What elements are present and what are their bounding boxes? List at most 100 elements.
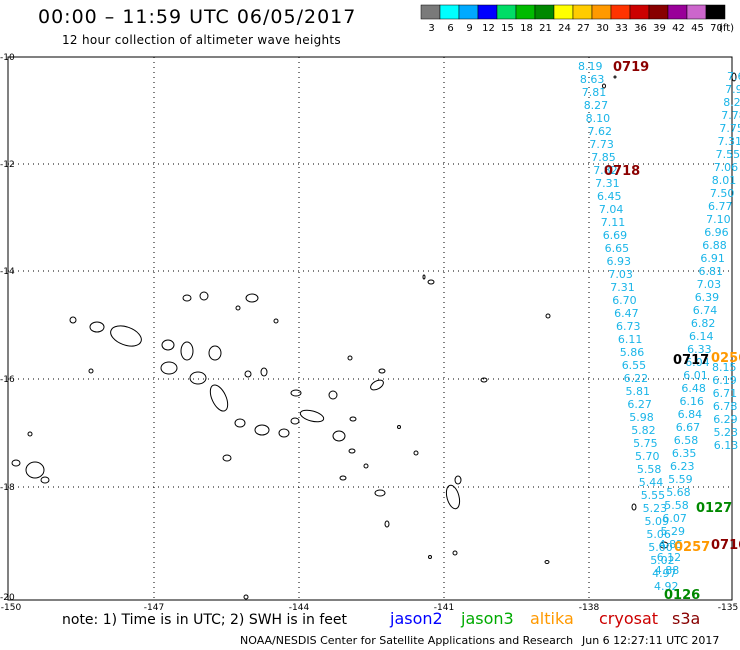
pass-time-label: 0256	[711, 351, 740, 366]
swh-value-label: 4.85	[659, 538, 684, 551]
swh-value-label: 6.27	[627, 398, 652, 411]
legend-bin-label: 36	[634, 23, 647, 34]
swh-value-label: 5.55	[641, 489, 666, 502]
island-outline	[254, 424, 270, 436]
legend-bin-label: 6	[447, 23, 453, 34]
swh-value-label: 6.29	[713, 413, 738, 426]
map-subtitle: 12 hour collection of altimeter wave hei…	[62, 33, 341, 47]
pass-time-label: 0718	[604, 164, 640, 179]
island-outline	[40, 476, 50, 484]
swh-value-label: 6.73	[616, 320, 641, 333]
island-outline	[347, 355, 353, 361]
swh-value-label: 5.00	[648, 541, 673, 554]
island-outlines	[11, 72, 737, 600]
swh-value-label: 5.29	[661, 525, 686, 538]
legend-bin-label: 42	[672, 23, 685, 34]
swh-value-label: 5.81	[626, 385, 651, 398]
island-outline	[244, 370, 252, 378]
island-outline	[454, 475, 462, 485]
island-outline	[422, 274, 426, 280]
swh-value-label: 5.70	[635, 450, 660, 463]
pass-time-label: 0126	[664, 588, 700, 603]
swh-value-label: 5.23	[714, 426, 739, 439]
island-outline	[182, 294, 192, 302]
swh-value-label: 8.20	[723, 96, 740, 109]
swh-value-label: 8.63	[580, 73, 605, 86]
swh-value-label: 6.39	[695, 291, 720, 304]
island-outline	[243, 594, 249, 600]
legend-bin-label: 45	[691, 23, 704, 34]
legend-swatch	[705, 4, 726, 20]
island-outline	[348, 448, 356, 454]
swh-value-label: 7.78	[721, 109, 740, 122]
legend-bin-label: 33	[615, 23, 628, 34]
swh-value-label: 5.58	[637, 463, 662, 476]
swh-value-label: 7.04	[599, 203, 624, 216]
swh-value-label: 8.27	[584, 99, 609, 112]
swh-value-label: 6.58	[674, 434, 699, 447]
island-outline	[234, 418, 246, 428]
lat-label: -14	[0, 267, 15, 277]
swh-value-label: 6.19	[712, 374, 737, 387]
island-outline	[27, 431, 33, 437]
swh-value-label: 7.6	[727, 70, 740, 83]
island-outline	[235, 305, 241, 311]
swh-value-label: 7.73	[589, 138, 614, 151]
island-outline	[378, 368, 386, 374]
legend-bin-label: 24	[558, 23, 571, 34]
lat-label: -10	[0, 53, 15, 63]
island-outline	[545, 313, 551, 319]
swh-value-label: 6.14	[689, 330, 714, 343]
swh-value-label: 6.65	[605, 242, 630, 255]
island-outline	[631, 503, 637, 511]
legend-swatch	[515, 4, 536, 20]
swh-value-label: 5.58	[664, 499, 689, 512]
swh-value-label: 6.07	[662, 512, 687, 525]
swh-value-label: 5.82	[631, 424, 656, 437]
swh-value-label: 6.47	[614, 307, 639, 320]
island-outline	[260, 367, 268, 377]
swh-value-label: 6.67	[676, 421, 701, 434]
longitude-labels: -150 -147 -144 -141 -138 -135	[1, 603, 738, 613]
swh-value-label: 6.22	[624, 372, 649, 385]
island-outline	[370, 379, 384, 391]
map-title: 00:00 – 11:59 UTC 06/05/2017	[38, 6, 357, 28]
swh-value-label: 5.06	[646, 528, 671, 541]
swh-value-label: 7.31	[610, 281, 635, 294]
swh-value-label: 5.86	[620, 346, 645, 359]
swh-value-label: 6.77	[708, 200, 733, 213]
swh-value-label: 7.10	[706, 213, 731, 226]
swh-value-label: 8.15	[712, 361, 737, 374]
swh-value-label: 6.33	[687, 343, 712, 356]
swh-value-label: 6.13	[714, 439, 739, 452]
swh-value-label: 6.81	[699, 265, 724, 278]
island-outline	[731, 72, 737, 82]
swh-value-label: 6.01	[683, 369, 708, 382]
footnote: note: 1) Time is in UTC; 2) SWH is in fe…	[62, 612, 348, 628]
swh-value-label: 5.23	[643, 502, 668, 515]
island-outline	[69, 316, 77, 324]
legend-bin-label: 3	[428, 23, 434, 34]
legend-swatch	[667, 4, 688, 20]
swh-value-label: 5.59	[668, 473, 693, 486]
island-outline	[544, 560, 550, 564]
legend-swatch	[591, 4, 612, 20]
island-outline	[189, 371, 207, 385]
swh-value-label: 6.93	[607, 255, 632, 268]
legend-swatch	[629, 4, 650, 20]
lat-label: -20	[0, 593, 15, 603]
swh-value-label: 4.92	[654, 580, 679, 593]
legend-swatch	[648, 4, 669, 20]
island-outline	[245, 293, 259, 303]
island-outline	[290, 389, 302, 397]
island-outline	[199, 291, 209, 301]
island-outline	[332, 430, 346, 442]
swh-value-label: 8.19	[578, 60, 603, 73]
pass-time-label: 0127	[696, 501, 732, 516]
swh-value-label: 7.75	[719, 122, 740, 135]
island-outline	[208, 345, 222, 361]
island-outline	[397, 425, 401, 429]
credit-line: NOAA/NESDIS Center for Satellite Applica…	[240, 634, 574, 647]
island-outline	[273, 318, 279, 324]
